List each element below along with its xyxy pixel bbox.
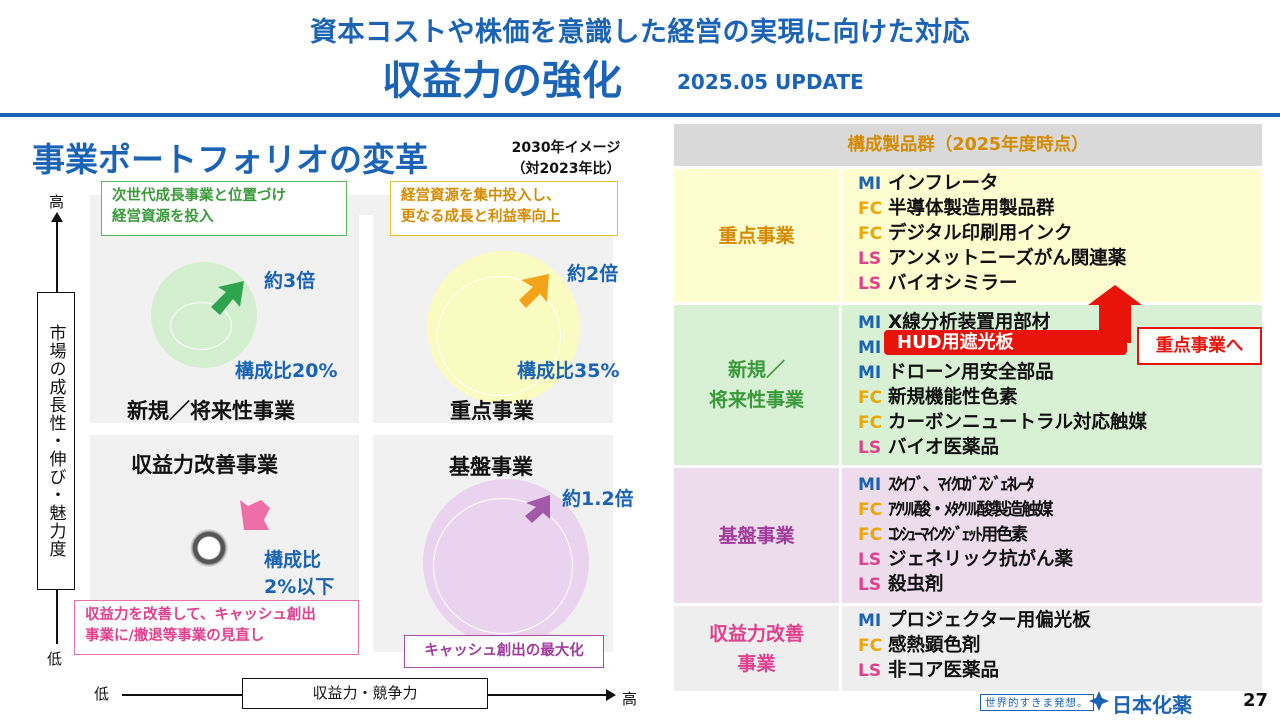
growth-arrow-green-icon bbox=[211, 281, 244, 315]
matrix-horizontal-divider bbox=[90, 423, 625, 435]
list-item: LS バイオ医薬品 bbox=[858, 437, 1000, 458]
shrink-arrow-pink-icon bbox=[240, 500, 270, 530]
x-axis-label: 収益力・競争力 bbox=[242, 678, 488, 709]
quadrant-improve: 収益力改善事業 bbox=[131, 453, 278, 477]
new-row-label-line2: 将来性事業 bbox=[708, 389, 804, 411]
base-items: MI ｽｸｲﾌﾞ、ﾏｲｸﾛｶﾞｽｼﾞｪﾈﾚｰﾀ FC ｱｸﾘﾙ酸・ﾒﾀｸﾘﾙ酸製造触… bbox=[858, 472, 1073, 597]
slide-subtitle: 資本コストや株価を意識した経営の実現に向けた対応 bbox=[310, 17, 970, 48]
quadrant-new: 新規／将来性事業 bbox=[127, 399, 295, 423]
callout-focus-line1: 経営資源を集中投入し、 bbox=[401, 188, 561, 204]
list-item: FC カーボンニュートラル対応触媒 bbox=[858, 412, 1148, 433]
list-item: MI ドローン用安全部品 bbox=[858, 362, 1054, 383]
callout-new-line1: 次世代成長事業と位置づけ bbox=[112, 188, 286, 204]
focus-row bbox=[674, 169, 1262, 302]
matrix-vertical-divider bbox=[359, 215, 373, 657]
list-item: MI bbox=[858, 338, 882, 358]
improve-business-bubble bbox=[190, 529, 228, 567]
improve-row-label-line1: 収益力改善 bbox=[708, 622, 804, 645]
focus-row-label: 重点事業 bbox=[718, 224, 795, 247]
page-number: 27 bbox=[1243, 690, 1269, 711]
improve-row-label: 収益力改善 事業 bbox=[674, 606, 839, 691]
new-business-bubble-current bbox=[170, 302, 232, 350]
list-item: LS ジェネリック抗がん薬 bbox=[858, 549, 1074, 570]
move-to-focus-tag: 重点事業へ bbox=[1137, 327, 1262, 365]
new-items: MI X線分析装置用部材 MI MI ドローン用安全部品 FC 新規機能性色素 FC カ… bbox=[858, 310, 1147, 460]
callout-improve-line1: 収益力を改善して、キャッシュ創出 bbox=[85, 607, 316, 623]
list-item: FC 感熱顕色剤 bbox=[858, 635, 981, 656]
portfolio-title: 事業ポートフォリオの変革 bbox=[32, 140, 428, 179]
horizon-note: 2030年イメージ （対2023年比） bbox=[506, 138, 626, 180]
move-up-arrow-icon bbox=[1088, 285, 1142, 305]
list-item: LS アンメットニーズがん関連薬 bbox=[858, 248, 1127, 269]
y-axis-arrow-icon bbox=[51, 212, 63, 222]
y-axis-low: 低 bbox=[47, 650, 63, 668]
row-separator bbox=[674, 465, 1262, 468]
callout-new-line2: 経営資源を投入 bbox=[112, 209, 214, 225]
base-business-bubble-current bbox=[433, 498, 573, 634]
horizon-note-line2: （対2023年比） bbox=[511, 161, 621, 177]
callout-focus-line2: 更なる成長と利益率向上 bbox=[401, 209, 561, 225]
base-row bbox=[674, 468, 1262, 603]
callout-improve-line2: 事業に/撤退等事業の見直し bbox=[85, 628, 265, 644]
focus-growth-label: 約2倍 bbox=[567, 263, 619, 285]
slide-title: 収益力の強化 bbox=[382, 58, 622, 104]
y-axis-label: 市場の成長性・伸び・魅力度 bbox=[37, 292, 75, 590]
hud-highlight-text: HUD用遮光板 bbox=[897, 332, 1014, 353]
callout-improve: 収益力を改善して、キャッシュ創出 事業に/撤退等事業の見直し bbox=[74, 600, 359, 655]
new-growth-label: 約3倍 bbox=[264, 270, 316, 292]
callout-focus: 経営資源を集中投入し、 更なる成長と利益率向上 bbox=[390, 181, 618, 236]
table-column-divider bbox=[839, 169, 842, 691]
list-item: FC デジタル印刷用インク bbox=[858, 223, 1073, 244]
list-item: FC 半導体製造用製品群 bbox=[858, 198, 1055, 219]
list-item: LS 殺虫剤 bbox=[858, 574, 944, 595]
y-axis-high: 高 bbox=[49, 193, 65, 211]
company-name: 日本化薬 bbox=[1112, 693, 1192, 717]
horizon-note-line1: 2030年イメージ bbox=[511, 140, 621, 156]
list-item: MI ｽｸｲﾌﾞ、ﾏｲｸﾛｶﾞｽｼﾞｪﾈﾚｰﾀ bbox=[858, 475, 1034, 495]
list-item: FC ｺﾝｼｭｰﾏｲﾝｸｼﾞｪｯﾄ用色素 bbox=[858, 525, 1028, 545]
improve-items: MI プロジェクター用偏光板 FC 感熱顕色剤 LS 非コア医薬品 bbox=[858, 608, 1091, 683]
improve-row-label-line2: 事業 bbox=[737, 652, 776, 675]
improve-ratio-label-2: 2%以下 bbox=[264, 576, 335, 598]
company-logo-icon bbox=[1089, 691, 1109, 711]
focus-items: MI インフレータ FC 半導体製造用製品群 FC デジタル印刷用インク LS アンメッ… bbox=[858, 171, 1126, 296]
callout-base: キャッシュ創出の最大化 bbox=[404, 635, 604, 668]
x-axis-high: 高 bbox=[622, 690, 638, 708]
x-axis-arrow-icon bbox=[606, 689, 616, 701]
product-table-title: 構成製品群（2025年度時点） bbox=[674, 124, 1262, 166]
new-ratio-label: 構成比20% bbox=[235, 360, 338, 382]
hud-highlight-bar bbox=[884, 330, 1127, 355]
company-tagline: 世界的すきま発想。 bbox=[980, 694, 1094, 711]
list-item: FC 新規機能性色素 bbox=[858, 387, 1018, 408]
header-divider bbox=[0, 113, 1280, 117]
focus-ratio-label: 構成比35% bbox=[517, 360, 620, 382]
quadrant-focus: 重点事業 bbox=[450, 399, 534, 423]
list-item: MI インフレータ bbox=[858, 173, 999, 194]
quadrant-base: 基盤事業 bbox=[449, 455, 533, 479]
row-separator bbox=[674, 603, 1262, 606]
list-item: FC ｱｸﾘﾙ酸・ﾒﾀｸﾘﾙ酸製造触媒 bbox=[858, 500, 1053, 520]
improve-row bbox=[674, 606, 1262, 691]
growth-arrow-orange-icon bbox=[519, 274, 549, 308]
list-item: LS バイオシミラー bbox=[858, 273, 1018, 294]
new-row-label-line1: 新規／ bbox=[727, 359, 785, 381]
update-label: 2025.05 UPDATE bbox=[677, 70, 864, 94]
row-separator bbox=[674, 302, 1262, 305]
list-item: LS 非コア医薬品 bbox=[858, 660, 1000, 681]
improve-ratio-label-1: 構成比 bbox=[264, 549, 322, 571]
growth-arrow-purple-icon bbox=[525, 495, 550, 523]
base-row-label: 基盤事業 bbox=[718, 524, 795, 547]
list-item: MI プロジェクター用偏光板 bbox=[858, 610, 1091, 631]
new-row-label: 新規／ 将来性事業 bbox=[674, 305, 839, 465]
base-growth-label: 約1.2倍 bbox=[562, 488, 634, 510]
x-axis-low: 低 bbox=[94, 685, 110, 703]
move-arrow-stem bbox=[1099, 303, 1131, 343]
list-item: MI X線分析装置用部材 bbox=[858, 312, 1051, 333]
focus-business-bubble-current bbox=[437, 276, 561, 396]
callout-new: 次世代成長事業と位置づけ 経営資源を投入 bbox=[101, 181, 347, 236]
